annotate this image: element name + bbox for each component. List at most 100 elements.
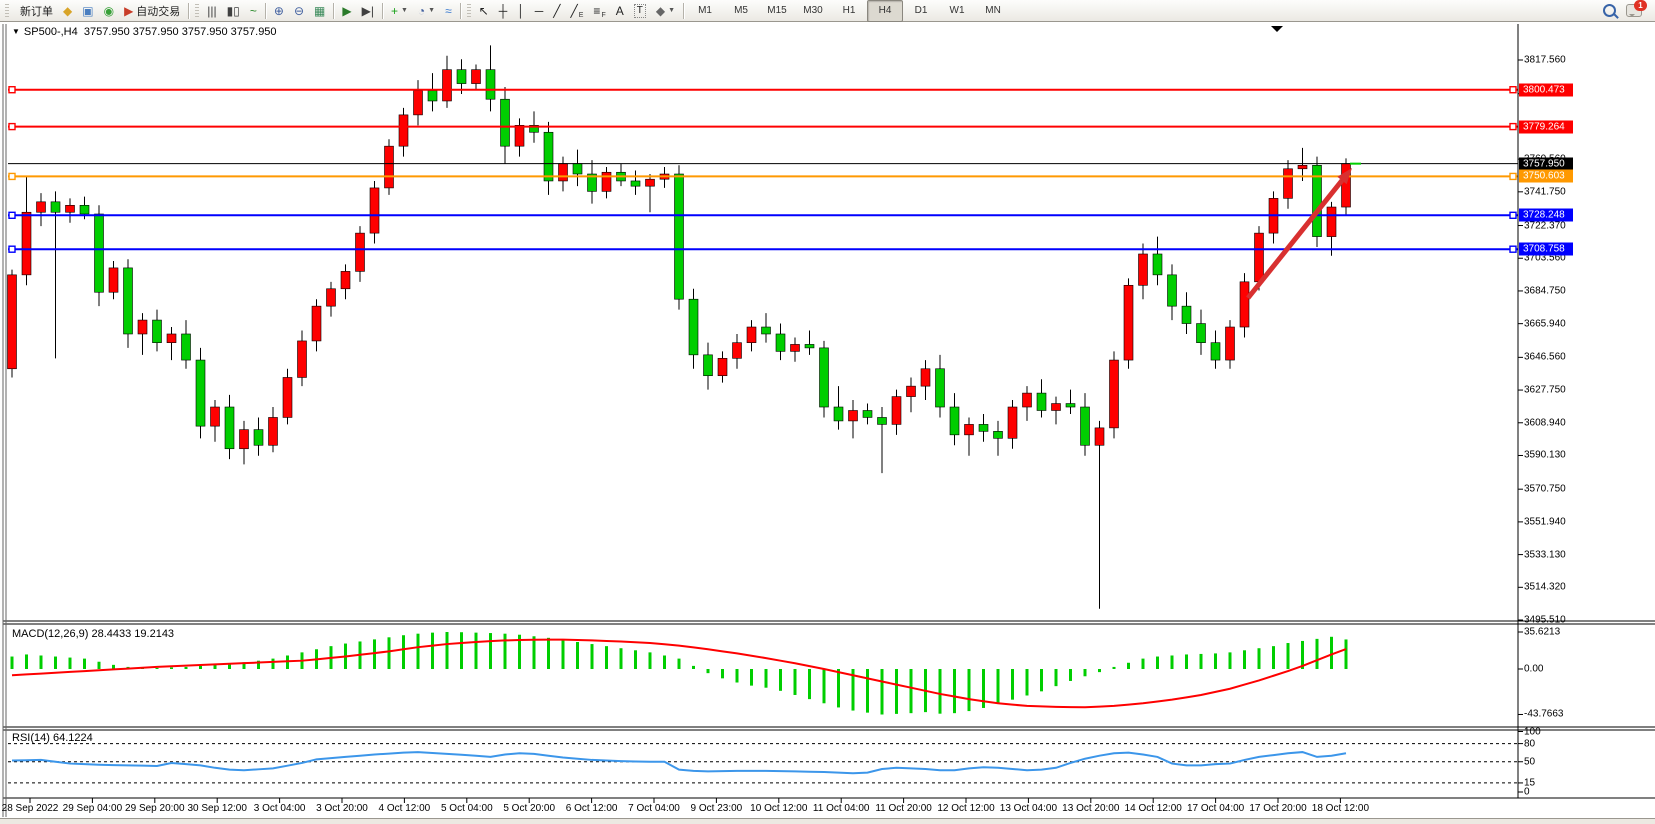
resistance-line-1-handle[interactable]: [8, 86, 16, 94]
macd-hist-bar: [416, 633, 420, 669]
resistance-line-1-handle-right[interactable]: [1509, 86, 1517, 94]
timeframe-h4-button[interactable]: H4: [867, 0, 904, 22]
new-order-button[interactable]: 新订单: [12, 0, 58, 22]
candle-down: [543, 131, 554, 182]
chart-shift-button[interactable]: ▶|: [357, 0, 379, 22]
bar-chart-button[interactable]: |||: [202, 0, 221, 22]
macd-hist-bar: [721, 669, 724, 679]
candle-up: [311, 305, 322, 342]
new-chart-dropdown-button-dropdown-icon[interactable]: ▼: [400, 7, 408, 14]
shapes-dropdown-button[interactable]: ◆ ▼: [651, 0, 680, 22]
status-strip: [0, 818, 1655, 824]
channel-button[interactable]: ╱ E: [566, 0, 589, 22]
chart-shift-marker[interactable]: [1271, 26, 1283, 32]
history-center-icon-button[interactable]: ▣: [77, 0, 98, 22]
last-price-tick: [1350, 162, 1361, 165]
trend-arrow[interactable]: [1246, 178, 1344, 300]
macd-hist-bar: [648, 652, 652, 669]
candle-up: [297, 340, 307, 378]
zoom-in-button[interactable]: ⊕: [269, 0, 289, 22]
new-chart-dropdown-button[interactable]: + ▼: [386, 0, 413, 22]
timeframe-m30-button[interactable]: M30: [803, 5, 823, 16]
toolbar-separator: [264, 2, 266, 19]
notification-badge: 1: [1634, 0, 1647, 11]
rsi-pane: [8, 743, 1518, 784]
timeframe-m1-button[interactable]: M1: [698, 5, 712, 16]
resistance-line-2-handle[interactable]: [8, 122, 16, 131]
signals-icon-button[interactable]: ◉: [99, 0, 119, 22]
candle-down: [1181, 305, 1192, 324]
timeframe-h1-button[interactable]: H1: [842, 5, 856, 16]
candle-up: [1297, 165, 1308, 170]
notifications-button[interactable]: 1: [1621, 0, 1647, 22]
candle-down: [761, 326, 771, 335]
market-watch-icon-button[interactable]: ◆: [58, 0, 77, 22]
macd-hist-bar: [750, 669, 753, 686]
macd-hist-bar: [590, 644, 594, 669]
candle-down: [224, 406, 235, 450]
vertical-line-button[interactable]: │: [512, 0, 530, 22]
candle-up: [1007, 406, 1018, 439]
support-line-1-handle-right[interactable]: [1509, 211, 1517, 220]
pivot-line-handle-right[interactable]: [1509, 172, 1517, 181]
support-line-1-handle[interactable]: [8, 211, 16, 220]
resistance-line-2-handle-right[interactable]: [1509, 122, 1517, 131]
macd-hist-bar: [909, 669, 913, 714]
shapes-dropdown-button-dropdown-icon[interactable]: ▼: [668, 7, 676, 14]
autotrading-button[interactable]: ▶ 自动交易: [119, 0, 185, 22]
macd-hist-bar: [83, 658, 86, 669]
pivot-line-handle[interactable]: [8, 172, 16, 181]
candle-up: [413, 90, 423, 116]
timeframe-m5-button[interactable]: M5: [734, 5, 748, 16]
support-line-2-handle[interactable]: [8, 245, 16, 253]
trend-arrow-head[interactable]: [1337, 168, 1352, 185]
vertical-line-icon: │: [517, 3, 525, 18]
period-dropdown-button-dropdown-icon[interactable]: ▼: [428, 7, 436, 14]
timeframe-w1-button[interactable]: W1: [949, 5, 965, 16]
trendline-button[interactable]: ╱: [548, 0, 565, 22]
crosshair-button[interactable]: ┼: [494, 0, 513, 22]
support-line-2-handle-right[interactable]: [1509, 245, 1517, 253]
candlestick-chart-button[interactable]: ▮▯: [222, 0, 245, 22]
macd-hist-bar: [184, 666, 188, 669]
line-chart-button[interactable]: ~: [245, 0, 262, 22]
text-label-button[interactable]: T: [629, 0, 651, 22]
candle-up: [1254, 232, 1264, 283]
candle-up: [326, 288, 336, 307]
timeframe-m15-button[interactable]: M15: [767, 5, 787, 16]
candle-down: [949, 406, 960, 436]
period-dropdown-button[interactable]: ◔ ▼: [413, 0, 440, 22]
auto-scroll-button[interactable]: ▶: [337, 0, 356, 22]
macd-hist-bar: [242, 662, 246, 669]
candle-down: [427, 90, 438, 102]
macd-hist-bar: [54, 656, 57, 669]
macd-hist-bar: [503, 633, 507, 669]
candle-up: [137, 319, 148, 335]
candle-up: [645, 178, 655, 187]
zoom-out-icon: ⊖: [293, 3, 305, 18]
text-button[interactable]: A: [611, 0, 629, 22]
timeframe-d1-button[interactable]: D1: [914, 5, 928, 16]
candle-up: [210, 406, 220, 427]
shapes-dropdown-icon: ◆: [655, 3, 666, 18]
candle-down: [1312, 165, 1322, 237]
candle-up: [108, 267, 119, 293]
fibonacci-button[interactable]: ≡ F: [588, 0, 610, 22]
chat-bubble-icon: 1: [1626, 0, 1647, 17]
candle-down: [181, 333, 191, 361]
zoom-out-button[interactable]: ⊖: [289, 0, 309, 22]
candlestick-series: [7, 45, 1351, 609]
macd-hist-bar: [489, 633, 492, 669]
macd-hist-bar: [1083, 669, 1087, 677]
horizontal-line-button[interactable]: ─: [530, 0, 549, 22]
candle-up: [891, 396, 902, 425]
tile-windows-button[interactable]: ▦: [309, 0, 330, 22]
macd-hist-bar: [1054, 669, 1058, 687]
timeframe-mn-button[interactable]: MN: [985, 5, 1001, 16]
template-indicators-button[interactable]: ≈: [440, 0, 457, 22]
search-button[interactable]: [1598, 0, 1621, 22]
candle-up: [906, 385, 916, 397]
cursor-button[interactable]: ↖: [474, 0, 494, 22]
candle-up: [1051, 403, 1061, 411]
